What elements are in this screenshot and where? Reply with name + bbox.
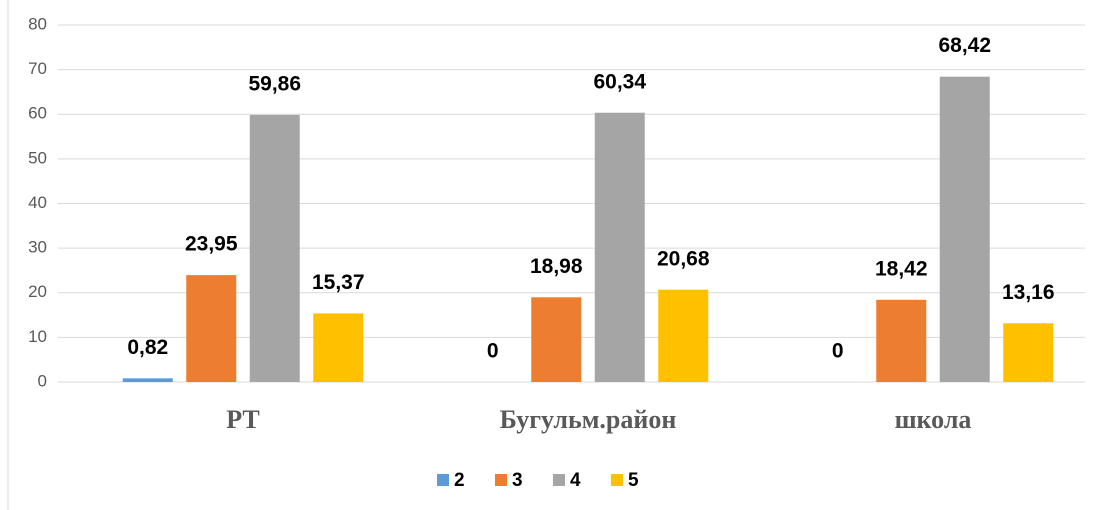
y-tick-label: 50 <box>28 148 47 167</box>
data-label: 68,42 <box>938 34 991 57</box>
bar <box>658 289 709 382</box>
data-label: 20,68 <box>657 247 710 270</box>
y-tick-label: 0 <box>38 371 47 390</box>
x-tick-label: РТ <box>226 405 260 434</box>
x-tick-label: школа <box>895 405 972 434</box>
bar <box>876 299 927 382</box>
x-tick-label: Бугульм.район <box>500 405 677 434</box>
data-label: 0,82 <box>127 336 168 359</box>
y-tick-label: 60 <box>28 104 47 123</box>
legend-swatch <box>553 474 565 486</box>
y-tick-label: 80 <box>28 14 47 33</box>
legend-label: 4 <box>570 470 581 491</box>
bar <box>1003 323 1054 382</box>
data-label: 15,37 <box>312 271 365 294</box>
legend-label: 2 <box>454 470 465 491</box>
data-label: 0 <box>487 340 499 363</box>
y-tick-label: 10 <box>28 327 47 346</box>
legend-swatch <box>611 474 623 486</box>
data-label: 60,34 <box>593 70 646 93</box>
legend-swatch <box>495 474 507 486</box>
data-label: 23,95 <box>185 233 238 256</box>
data-label: 18,98 <box>530 255 583 278</box>
data-label: 18,42 <box>875 257 928 280</box>
bar <box>594 112 645 382</box>
y-tick-label: 40 <box>28 193 47 212</box>
legend-label: 5 <box>628 470 639 491</box>
bar <box>249 114 300 382</box>
y-tick-label: 70 <box>28 59 47 78</box>
bar <box>313 313 364 382</box>
bar <box>939 76 990 382</box>
y-tick-label: 30 <box>28 238 47 257</box>
data-label: 59,86 <box>248 72 301 95</box>
bar <box>531 297 582 382</box>
legend-swatch <box>437 474 449 486</box>
data-label: 0 <box>832 340 844 363</box>
bar <box>186 275 237 382</box>
bar <box>122 378 173 382</box>
legend-label: 3 <box>512 470 523 491</box>
data-label: 13,16 <box>1002 281 1055 304</box>
y-tick-label: 20 <box>28 282 47 301</box>
